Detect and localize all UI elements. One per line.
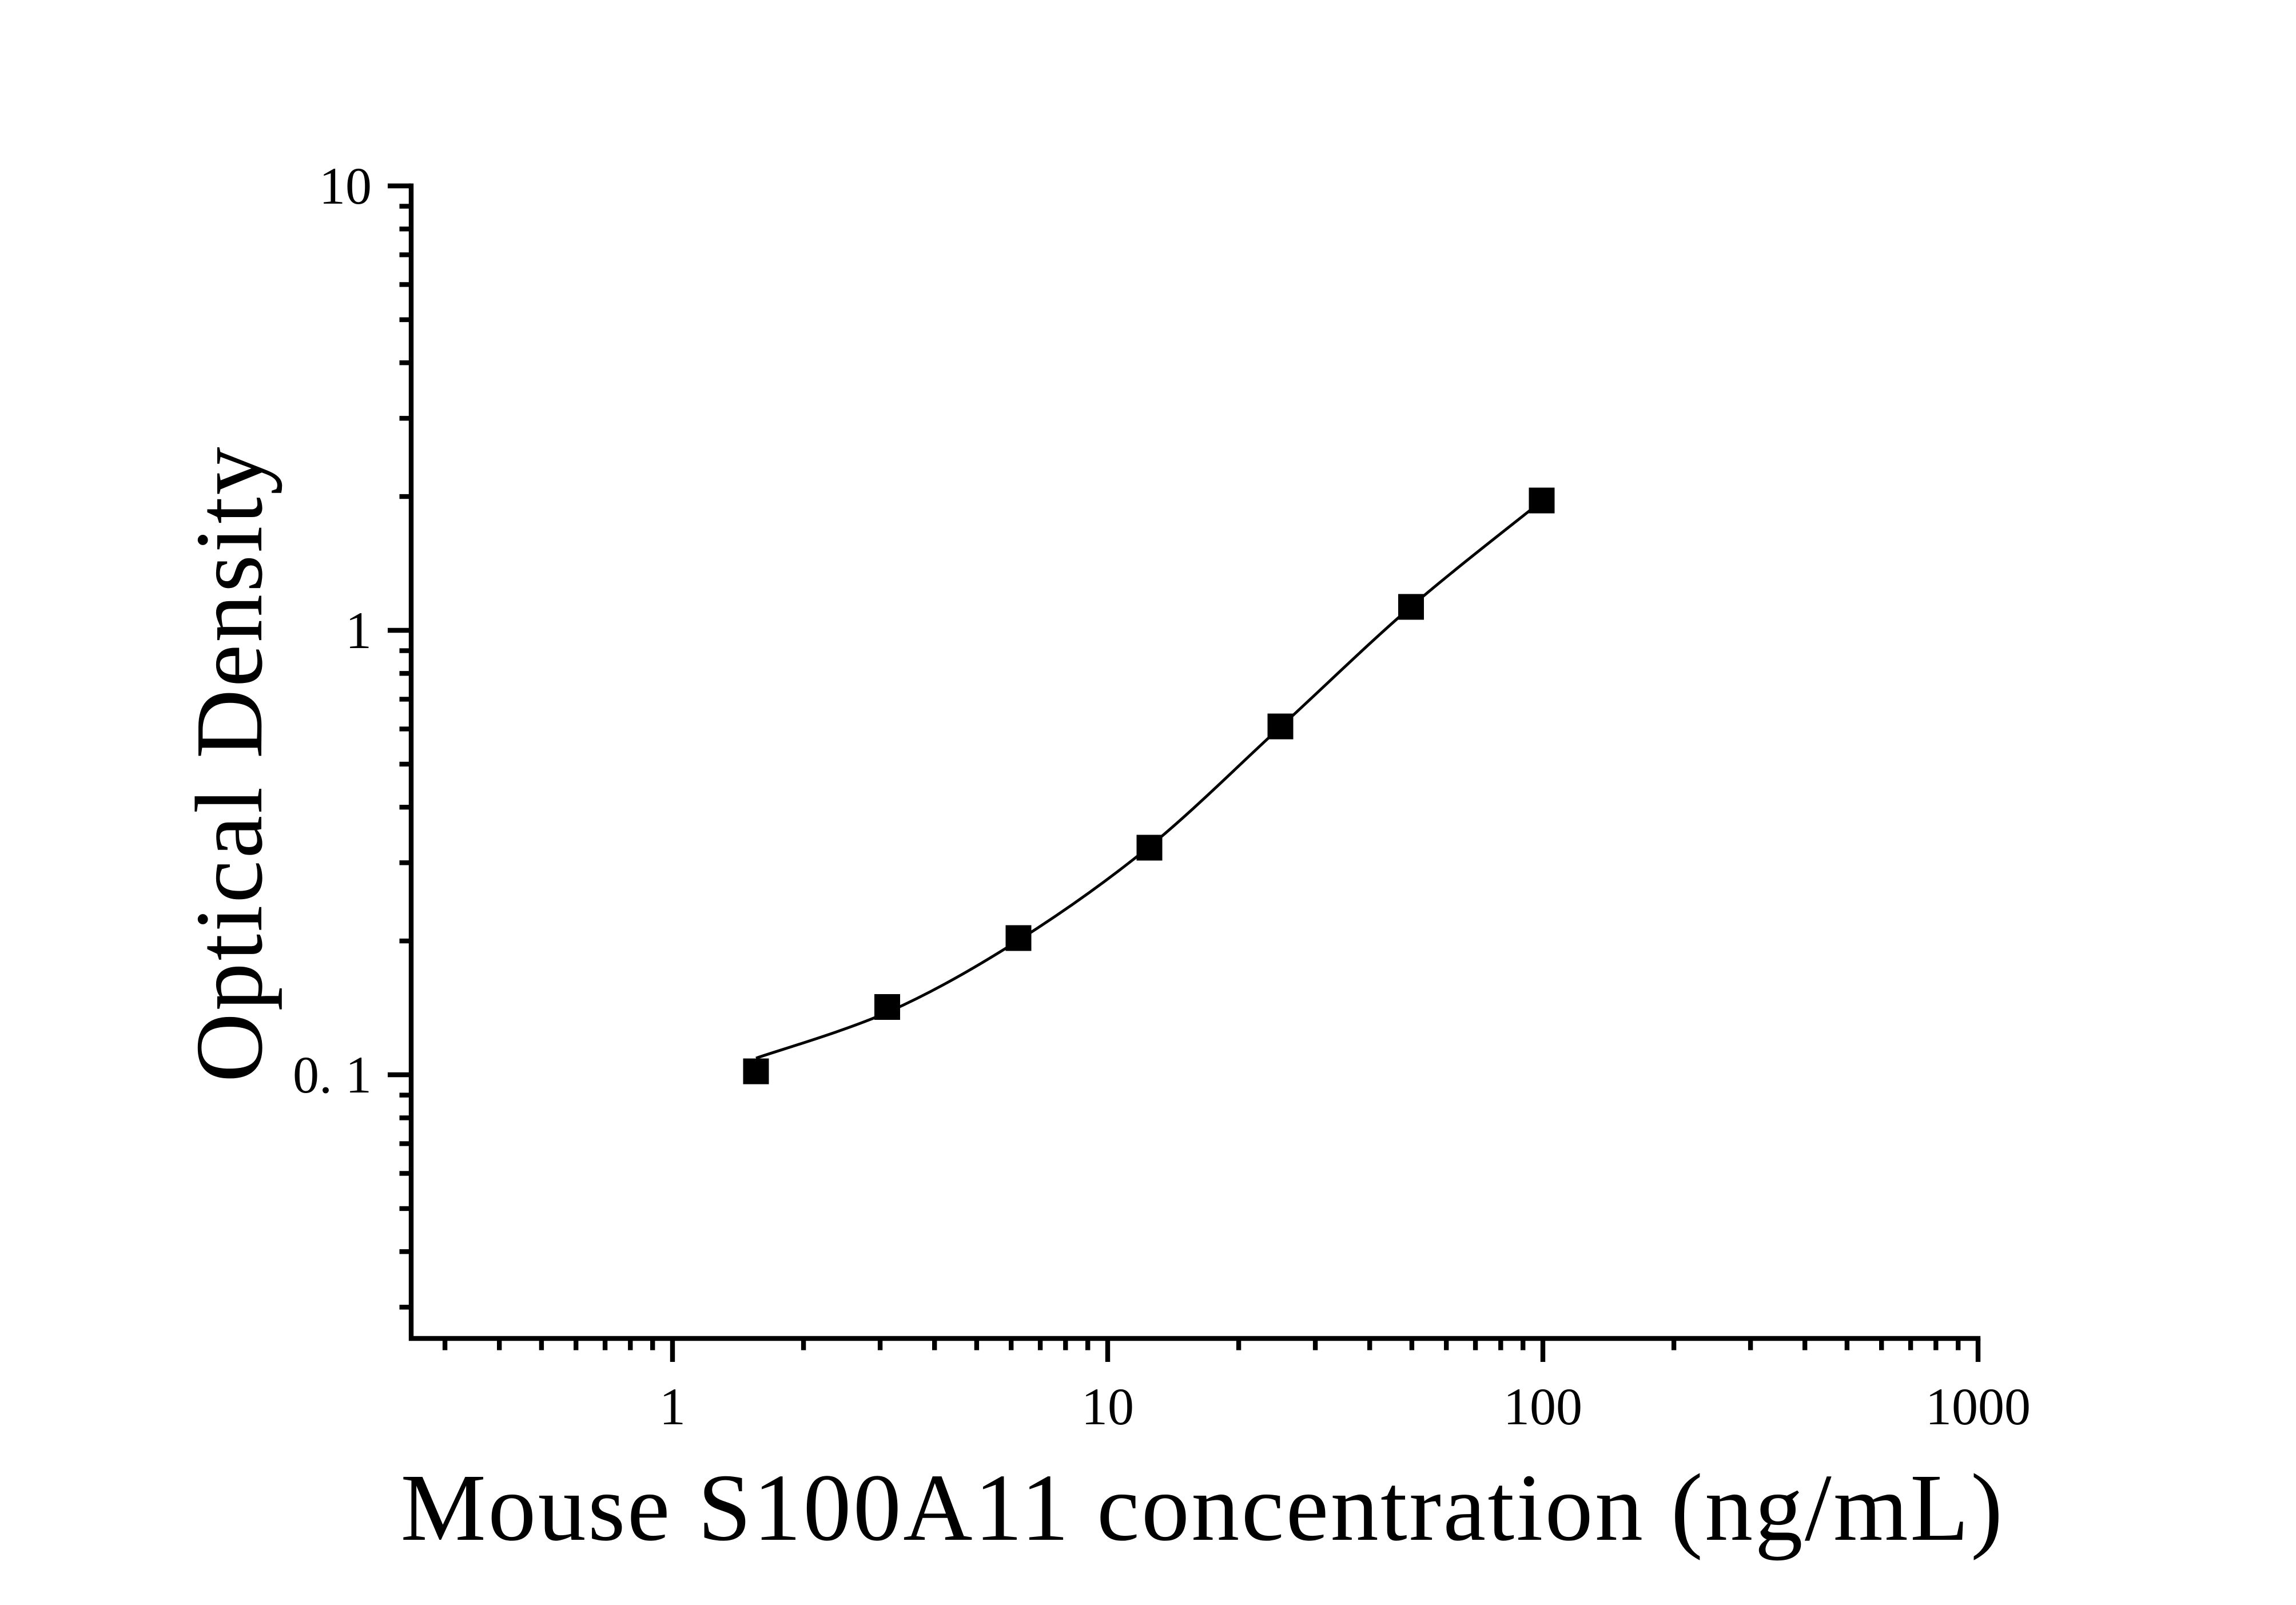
svg-text:Optical Density: Optical Density [176,445,282,1083]
svg-text:Mouse S100A11 concentration (n: Mouse S100A11 concentration (ng/mL) [401,1455,2005,1561]
svg-text:10: 10 [319,157,372,215]
svg-text:100: 100 [1503,1377,1582,1436]
svg-text:1000: 1000 [1925,1377,2031,1436]
svg-text:0. 1: 0. 1 [293,1046,372,1104]
svg-text:1: 1 [659,1377,686,1436]
svg-text:10: 10 [1081,1377,1134,1436]
svg-text:1: 1 [345,601,372,660]
